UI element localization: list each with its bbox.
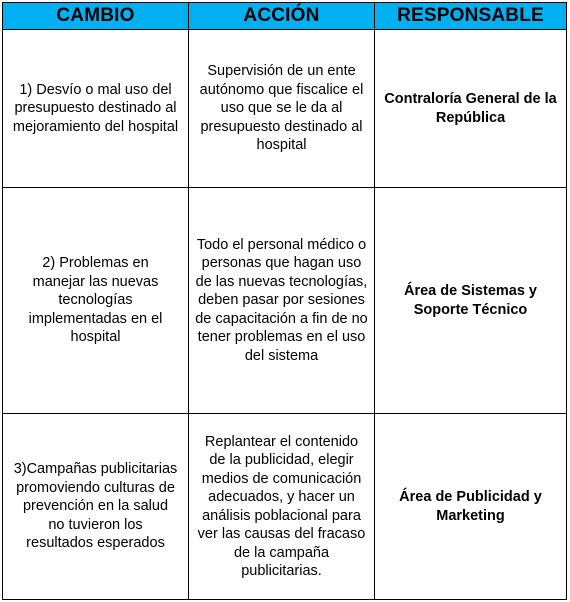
header-cambio: CAMBIO bbox=[2, 2, 189, 30]
header-responsable: RESPONSABLE bbox=[374, 2, 567, 30]
cambio-cell: 1) Desvío o mal uso del presupuesto dest… bbox=[2, 29, 189, 188]
table-row: 2) Problemas en manejar las nuevas tecno… bbox=[2, 187, 567, 414]
cambio-cell: 2) Problemas en manejar las nuevas tecno… bbox=[2, 187, 189, 414]
accion-cell: Replantear el contenido de la publicidad… bbox=[188, 413, 375, 600]
table-header-row: CAMBIO ACCIÓN RESPONSABLE bbox=[2, 2, 567, 30]
cambio-cell: 3)Campañas publicitarias promoviendo cul… bbox=[2, 413, 189, 600]
table-row: 1) Desvío o mal uso del presupuesto dest… bbox=[2, 29, 567, 188]
responsable-cell: Área de Publicidad y Marketing bbox=[374, 413, 567, 600]
cambio-text: 1) Desvío o mal uso del presupuesto dest… bbox=[12, 81, 179, 135]
accion-text: Todo el personal médico o personas que h… bbox=[195, 236, 368, 364]
table-row: 3)Campañas publicitarias promoviendo cul… bbox=[2, 413, 567, 600]
accion-cell: Supervisión de un ente autónomo que fisc… bbox=[188, 29, 375, 188]
responsable-cell: Área de Sistemas y Soporte Técnico bbox=[374, 187, 567, 414]
accion-cell: Todo el personal médico o personas que h… bbox=[188, 187, 375, 414]
accion-text: Replantear el contenido de la publicidad… bbox=[197, 433, 366, 580]
responsable-text: Área de Sistemas y Soporte Técnico bbox=[404, 283, 537, 318]
cambio-text: 3)Campañas publicitarias promoviendo cul… bbox=[13, 461, 178, 552]
header-accion: ACCIÓN bbox=[188, 2, 375, 30]
responsable-text: Contraloría General de la República bbox=[384, 91, 557, 126]
responsable-cell: Contraloría General de la República bbox=[374, 29, 567, 188]
cambio-text: 2) Problemas en manejar las nuevas tecno… bbox=[28, 255, 163, 346]
accion-text: Supervisión de un ente autónomo que fisc… bbox=[199, 63, 364, 154]
responsable-text: Área de Publicidad y Marketing bbox=[399, 489, 542, 524]
